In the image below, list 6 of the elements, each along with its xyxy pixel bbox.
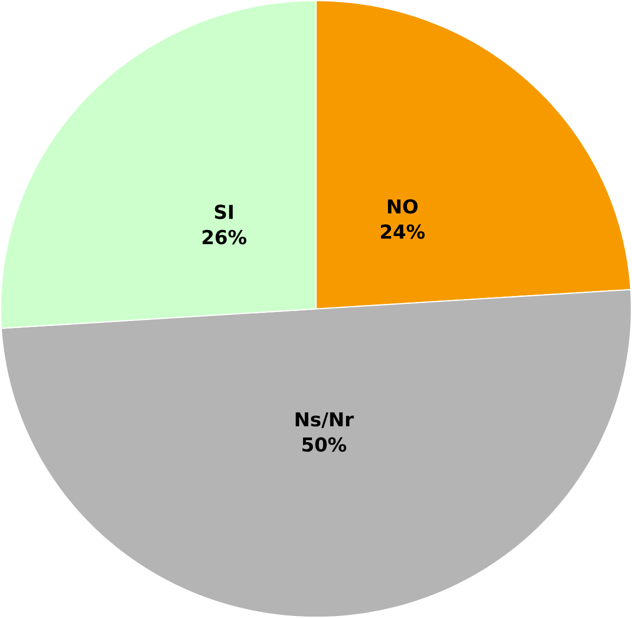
data-label: 24% [380, 224, 425, 239]
slice-label: SI [214, 204, 233, 220]
slice-label: NO [388, 199, 418, 214]
data-label: 26% [202, 230, 246, 244]
slice-label: Ns/Nr [296, 412, 354, 428]
data-label: 50% [302, 437, 346, 452]
